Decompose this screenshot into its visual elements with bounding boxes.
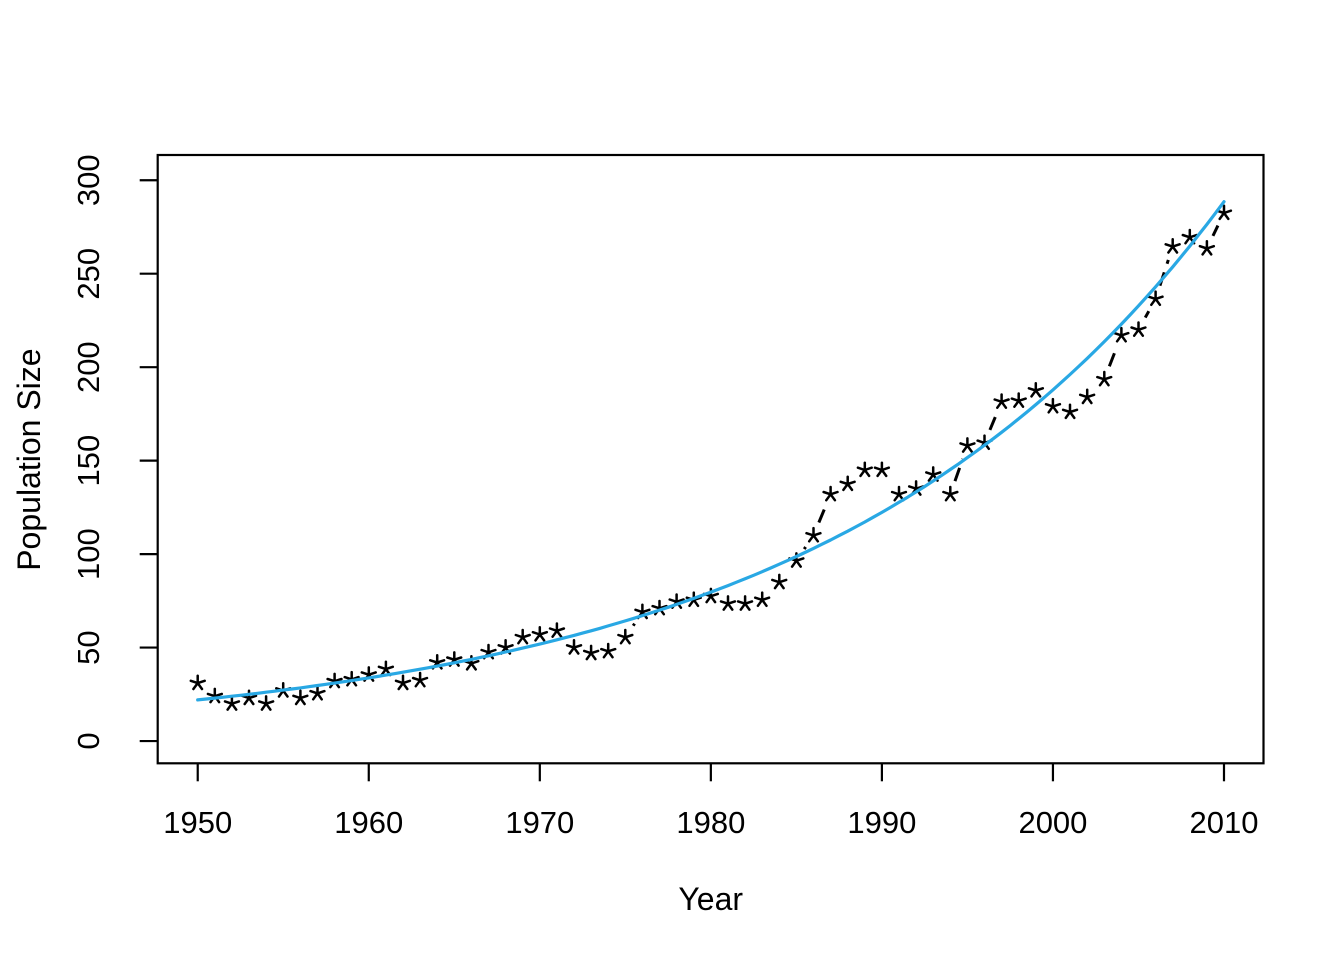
data-point-asterisk bbox=[531, 625, 549, 642]
data-point-asterisk bbox=[771, 573, 788, 590]
data-point-asterisk bbox=[1027, 381, 1045, 398]
data-point-asterisk bbox=[257, 695, 275, 711]
x-axis: 1950 1960 1970 1980 1990 2000 2010 bbox=[163, 763, 1258, 840]
connector-dash-segment bbox=[988, 414, 998, 431]
data-point-asterisk bbox=[1096, 370, 1113, 387]
data-point-asterisk bbox=[600, 642, 617, 659]
fitted-curve-line bbox=[196, 200, 1226, 702]
y-tick-label: 150 bbox=[71, 435, 106, 487]
data-point-asterisk bbox=[548, 622, 566, 638]
y-axis-title: Population Size bbox=[11, 348, 47, 570]
connector-dash-segment bbox=[817, 506, 827, 524]
data-point-asterisk bbox=[856, 461, 873, 478]
connector-dash-segment bbox=[1211, 224, 1220, 237]
data-point-asterisk bbox=[1164, 238, 1181, 254]
x-tick-label: 2000 bbox=[1018, 805, 1087, 840]
x-tick-label: 1970 bbox=[505, 805, 574, 840]
dashed-connector bbox=[631, 224, 1220, 627]
data-point-asterisk bbox=[890, 485, 908, 502]
data-point-asterisk bbox=[1198, 239, 1216, 256]
plot-box bbox=[156, 153, 1265, 765]
data-point-asterisk bbox=[839, 475, 856, 492]
data-point-asterisk bbox=[292, 689, 309, 706]
data-point-asterisk bbox=[1010, 392, 1027, 408]
data-point-asterisk bbox=[394, 674, 412, 691]
connector-dash-segment bbox=[1143, 310, 1151, 319]
data-point-asterisk bbox=[822, 485, 839, 502]
y-tick-label: 100 bbox=[71, 528, 106, 580]
data-point-asterisk bbox=[565, 639, 583, 655]
connector-dash-segment bbox=[953, 458, 965, 482]
data-points bbox=[189, 204, 1233, 711]
data-point-asterisk bbox=[1147, 290, 1164, 307]
data-point-asterisk bbox=[514, 628, 531, 645]
y-tick-label: 0 bbox=[71, 732, 106, 749]
data-point-asterisk bbox=[993, 393, 1010, 409]
data-point-asterisk bbox=[1113, 326, 1130, 343]
data-point-asterisk bbox=[719, 595, 737, 611]
data-point-asterisk bbox=[223, 695, 241, 711]
y-axis: 0 50 100 150 200 250 300 bbox=[71, 154, 158, 750]
x-tick-label: 1950 bbox=[163, 805, 232, 840]
x-tick-label: 2010 bbox=[1190, 805, 1259, 840]
data-point-asterisk bbox=[873, 461, 891, 478]
data-point-asterisk bbox=[1181, 228, 1198, 245]
data-point-asterisk bbox=[617, 628, 634, 645]
data-point-asterisk bbox=[1044, 397, 1062, 414]
data-point-asterisk bbox=[1078, 388, 1096, 405]
data-point-asterisk bbox=[309, 684, 326, 701]
data-point-asterisk bbox=[925, 466, 942, 482]
data-point-asterisk bbox=[753, 591, 771, 608]
data-point-asterisk bbox=[1215, 204, 1233, 221]
data-point-asterisk bbox=[1130, 321, 1147, 337]
data-point-asterisk bbox=[411, 671, 429, 688]
x-tick-label: 1960 bbox=[334, 805, 403, 840]
data-point-asterisk bbox=[189, 674, 206, 691]
y-tick-label: 50 bbox=[71, 630, 106, 664]
x-axis-title: Year bbox=[678, 881, 743, 917]
x-tick-label: 1990 bbox=[847, 805, 916, 840]
y-tick-label: 200 bbox=[71, 341, 106, 393]
data-point-asterisk bbox=[377, 660, 395, 677]
x-tick-label: 1980 bbox=[676, 805, 745, 840]
y-tick-label: 250 bbox=[71, 248, 106, 300]
data-point-asterisk bbox=[736, 595, 754, 611]
data-point-asterisk bbox=[942, 485, 959, 502]
connector-dash-segment bbox=[802, 546, 807, 550]
data-point-asterisk bbox=[582, 644, 600, 661]
data-point-asterisk bbox=[805, 526, 822, 543]
data-point-asterisk bbox=[1061, 403, 1079, 420]
connector-dash-segment bbox=[1107, 347, 1118, 367]
y-tick-label: 300 bbox=[71, 154, 106, 206]
data-point-asterisk bbox=[959, 437, 976, 453]
data-point-asterisk bbox=[497, 639, 514, 655]
connector-dash-segment bbox=[631, 622, 636, 627]
